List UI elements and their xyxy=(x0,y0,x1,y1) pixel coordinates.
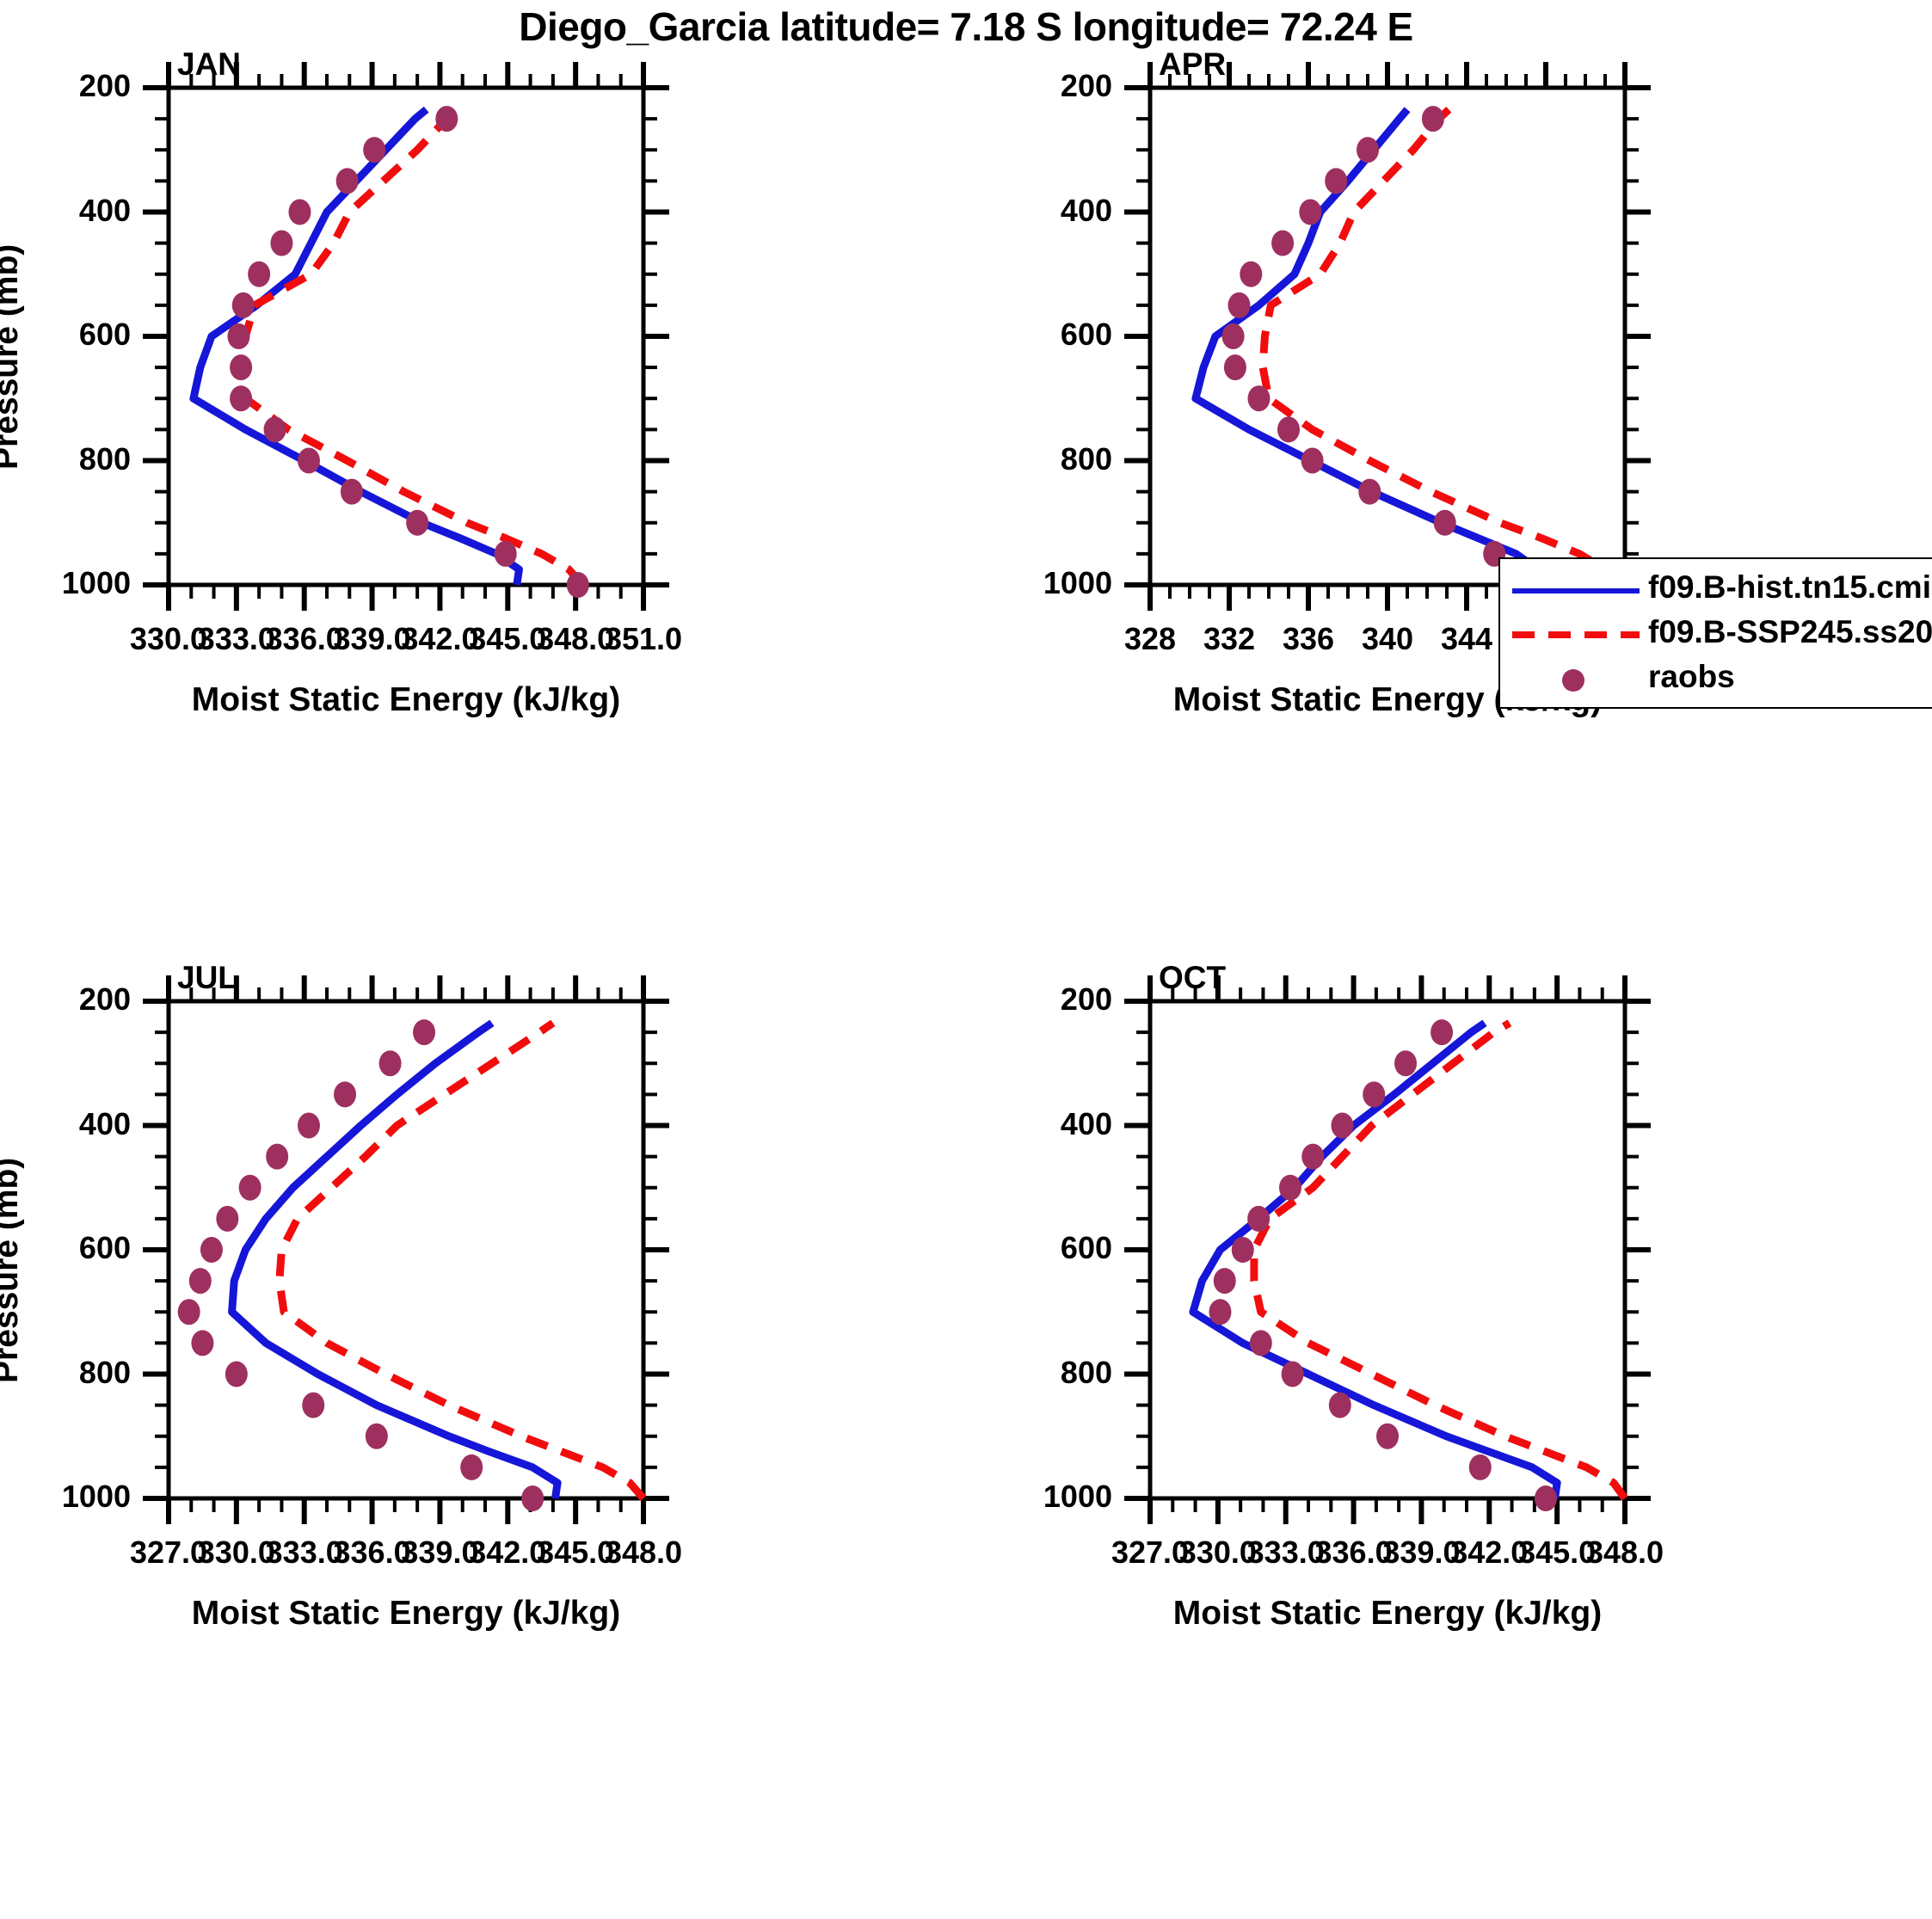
y-tick-label: 1000 xyxy=(61,565,131,600)
y-axis-label: Pressure (mb) xyxy=(0,1157,25,1383)
x-tick-label: 336.0 xyxy=(265,621,343,656)
y-tick-label: 800 xyxy=(1060,1354,1112,1390)
y-tick-label: 800 xyxy=(78,1354,131,1390)
y-tick-label: 200 xyxy=(78,981,131,1017)
y-tick-label: 800 xyxy=(78,440,131,477)
x-tick-label: 339.0 xyxy=(333,621,411,656)
x-tick-label: 330.0 xyxy=(129,621,208,656)
y-tick-label: 600 xyxy=(1060,317,1112,352)
panel-title-jan: JAN xyxy=(177,46,242,82)
series-line-ssp245 xyxy=(1250,1019,1628,1501)
x-tick-label: 336 xyxy=(1282,621,1335,656)
legend: f09.B-hist.tn15.cmip f09.B-SSP245.ss20 rao… xyxy=(1498,557,1932,709)
x-tick-label: 348.0 xyxy=(1585,1535,1664,1570)
legend-item-3[interactable]: raobs xyxy=(1500,657,1932,702)
x-tick-label: 339.0 xyxy=(1382,1535,1461,1570)
series-line-hist xyxy=(1191,107,1542,586)
x-tick-label: 340 xyxy=(1361,621,1414,656)
x-tick-label: 342.0 xyxy=(469,1535,547,1570)
y-tick-label: 200 xyxy=(1060,981,1112,1017)
legend-item-label: raobs xyxy=(1648,659,1735,694)
x-tick-label: 339.0 xyxy=(401,1535,479,1570)
y-axis-label: Pressure (mb) xyxy=(0,243,25,470)
legend-marker-dot-swatch xyxy=(1562,669,1584,692)
panel-title-apr: APR xyxy=(1159,46,1227,82)
x-tick-label: 328 xyxy=(1123,621,1177,656)
x-tick-label: 336.0 xyxy=(333,1535,411,1570)
series-line-hist xyxy=(228,1019,562,1499)
y-tick-label: 400 xyxy=(78,1105,131,1141)
legend-solid-line-swatch xyxy=(1512,588,1640,594)
legend-dashed-line-swatch xyxy=(1512,631,1640,638)
x-tick-label: 351.0 xyxy=(604,621,683,656)
y-tick-label: 400 xyxy=(1060,192,1112,228)
x-tick-label: 333.0 xyxy=(1246,1535,1325,1570)
legend-item-label: f09.B-SSP245.ss20 xyxy=(1648,614,1932,649)
x-tick-label: 342.0 xyxy=(1450,1535,1529,1570)
series-line-ssp245 xyxy=(275,1019,647,1501)
y-tick-label: 400 xyxy=(1060,1105,1112,1141)
y-tick-label: 800 xyxy=(1060,440,1112,477)
series-line-hist xyxy=(189,106,523,586)
y-tick-label: 1000 xyxy=(1043,565,1112,600)
legend-item-label: f09.B-hist.tn15.cmip xyxy=(1648,569,1932,605)
x-tick-label: 327.0 xyxy=(1111,1535,1190,1570)
y-tick-label: 400 xyxy=(78,192,131,228)
series-line-ssp245 xyxy=(1258,107,1621,587)
x-tick-label: 333.0 xyxy=(197,621,275,656)
x-axis-label: Moist Static Energy (kJ/kg) xyxy=(1172,1595,1603,1632)
series-line-hist xyxy=(1189,1019,1561,1499)
y-tick-label: 1000 xyxy=(1043,1479,1112,1514)
x-tick-label: 330.0 xyxy=(197,1535,275,1570)
x-tick-label: 345.0 xyxy=(537,1535,615,1570)
x-tick-label: 342.0 xyxy=(401,621,479,656)
series-raobs-markers xyxy=(1209,1019,1557,1511)
x-tick-label: 345.0 xyxy=(1518,1535,1597,1570)
y-tick-label: 600 xyxy=(78,1230,131,1265)
x-tick-label: 345.0 xyxy=(469,621,547,656)
y-tick-label: 600 xyxy=(78,317,131,352)
legend-item-1[interactable]: f09.B-hist.tn15.cmip xyxy=(1500,568,1932,612)
y-tick-label: 600 xyxy=(1060,1230,1112,1265)
x-axis-label: Moist Static Energy (kJ/kg) xyxy=(191,681,621,718)
series-line-ssp245 xyxy=(237,106,586,587)
panel-title-oct: OCT xyxy=(1159,960,1227,995)
x-tick-label: 327.0 xyxy=(129,1535,208,1570)
x-tick-label: 348.0 xyxy=(537,621,615,656)
legend-item-2[interactable]: f09.B-SSP245.ss20 xyxy=(1500,612,1932,657)
figure-title: Diego_Garcia latitude= 7.18 S longitude=… xyxy=(519,4,1413,49)
y-tick-label: 200 xyxy=(1060,68,1112,103)
series-raobs-markers xyxy=(1221,106,1607,598)
x-axis-label: Moist Static Energy (kJ/kg) xyxy=(191,1595,621,1632)
panel-title-jul: JUL xyxy=(177,960,237,995)
x-tick-label: 348.0 xyxy=(604,1535,683,1570)
x-tick-label: 332 xyxy=(1203,621,1256,656)
series-raobs-markers xyxy=(177,1019,545,1511)
x-tick-label: 336.0 xyxy=(1314,1535,1393,1570)
y-tick-label: 1000 xyxy=(61,1479,131,1514)
x-tick-label: 333.0 xyxy=(265,1535,343,1570)
y-tick-label: 200 xyxy=(78,68,131,103)
series-raobs-markers xyxy=(227,106,589,598)
x-tick-label: 330.0 xyxy=(1178,1535,1257,1570)
